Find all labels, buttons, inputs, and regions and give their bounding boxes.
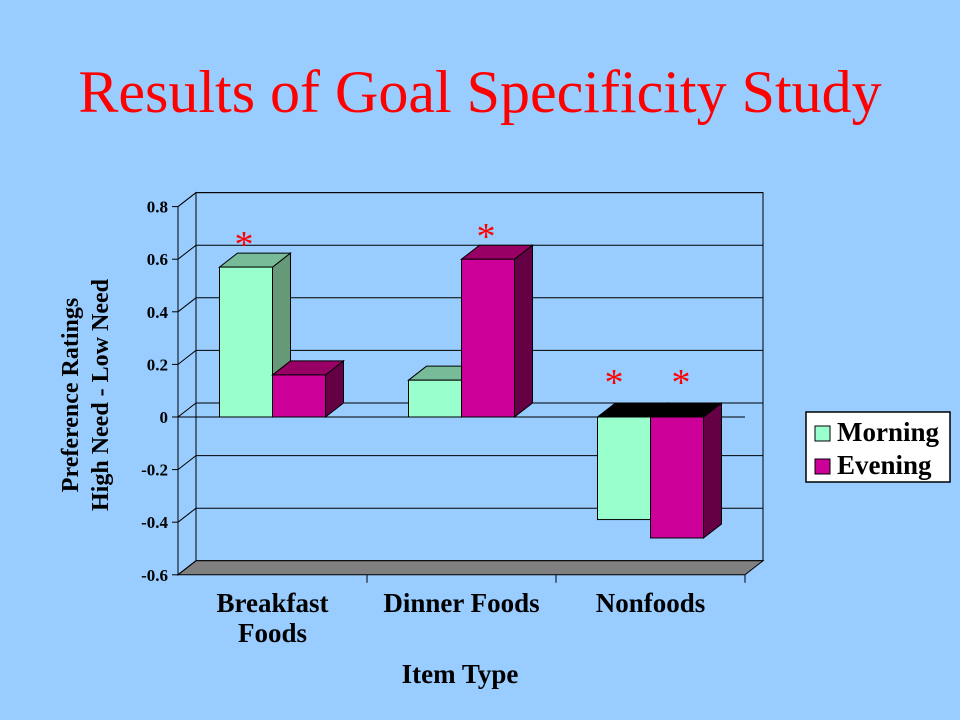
y-tick-label: -0.4 [141,513,168,532]
y-tick-label: 0.6 [147,250,168,269]
y-axis [172,206,746,583]
side-wall [177,191,197,576]
gridline [177,402,763,418]
significance-star: * [477,216,496,258]
bar-front [597,416,651,521]
legend-swatch [814,425,831,442]
y-tick-labels: 0.8 0.6 0.4 0.2 0 -0.2 -0.4 -0.6 [141,198,168,585]
gridline [177,192,763,207]
gridline [177,507,763,523]
y-tick-label: 0.2 [147,355,168,374]
y-tick-label: 0.8 [147,198,168,217]
floor [176,560,765,576]
bar-side [514,244,533,419]
bar-front [408,379,462,418]
slide-title: Results of Goal Specificity Study [78,59,882,125]
y-axis-title-line: Preference Ratings [58,298,84,492]
x-category-label: Foods [238,618,307,648]
significance-star: * [605,362,624,404]
x-category-label: Breakfast [217,588,329,618]
bar-morning [218,252,292,419]
y-axis-title-line: High Need - Low Need [88,278,114,511]
x-axis-title: Item Type [402,659,519,689]
significance-marks: * * * * [235,216,691,404]
gridline [177,297,763,313]
bar-front [650,416,704,539]
x-category-label: Nonfoods [596,588,706,618]
legend-label: Morning [837,417,940,447]
bar-evening [460,244,534,419]
y-tick-label: 0 [160,408,169,427]
y-axis-title: Preference Ratings High Need - Low Need [58,278,114,511]
x-category-label: Dinner Foods [383,588,539,618]
legend-label: Evening [837,450,932,480]
legend-swatch [814,458,831,475]
gridline [177,244,763,260]
significance-star: * [235,224,254,266]
bars [218,244,723,540]
bar-front [461,258,515,418]
gridline [177,349,763,365]
bar-front [272,374,326,418]
bar-front [219,266,273,418]
y-tick-label: 0.4 [147,303,169,322]
y-tick-label: -0.6 [141,566,168,585]
bar-side [703,401,722,540]
significance-star: * [672,362,691,404]
bar-evening [271,359,345,419]
bar-evening [649,401,723,540]
y-tick-label: -0.2 [141,461,168,480]
plot-floor [176,560,765,576]
gridline [177,455,763,470]
